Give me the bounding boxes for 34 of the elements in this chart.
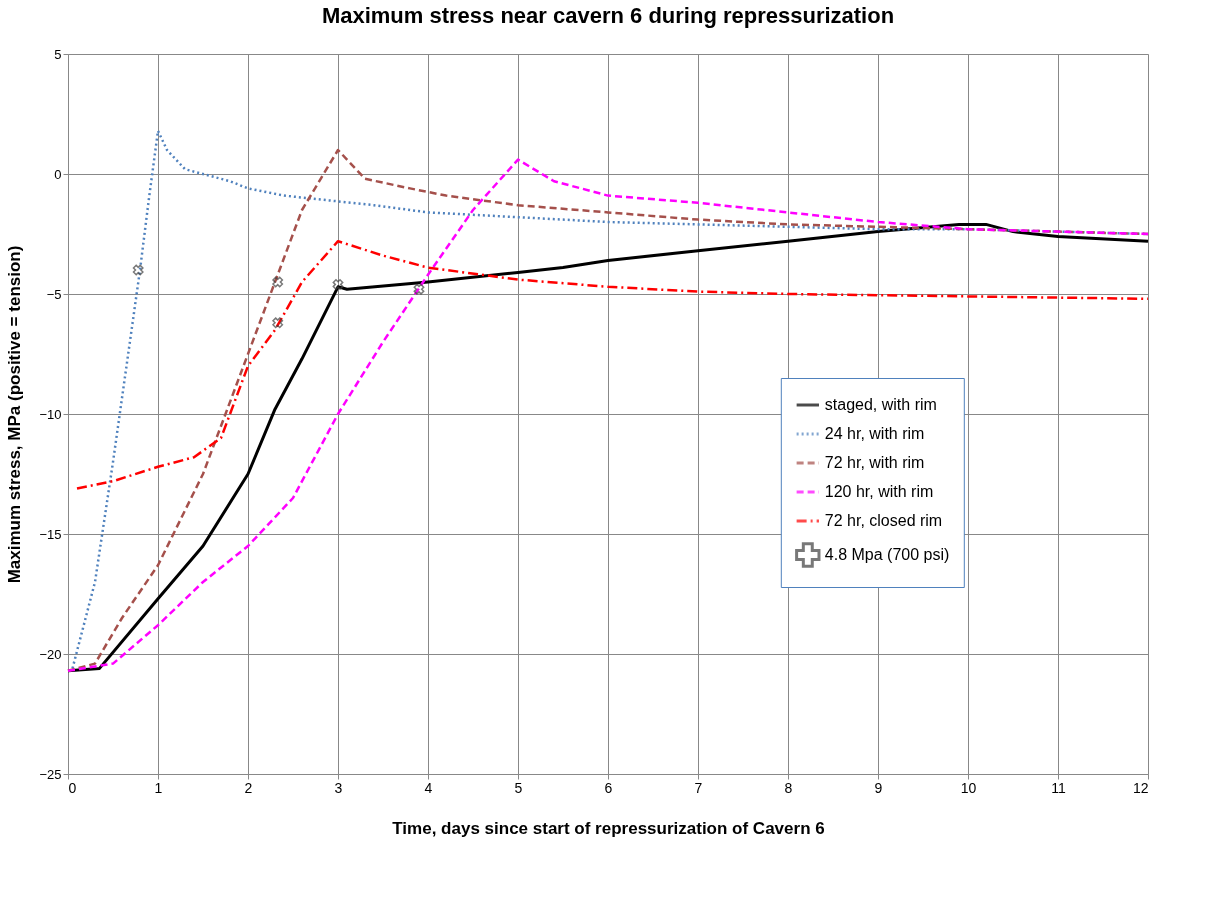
x-tick-label: 6	[604, 779, 613, 796]
y-tick-label: −15	[39, 526, 62, 542]
legend-label: 120 hr, with rim	[824, 483, 934, 500]
x-axis-title: Time, days since start of repressurization of Cavern 6	[392, 818, 825, 838]
point	[272, 276, 284, 288]
x-tick-label: 0	[68, 779, 77, 796]
x-tick-label: 9	[874, 779, 883, 796]
y-tick-label: −5	[46, 286, 62, 302]
point	[132, 264, 144, 276]
x-tick-label: 5	[514, 779, 523, 796]
point	[272, 317, 284, 329]
legend-label: 24 hr, with rim	[824, 425, 925, 442]
chart-title: Maximum stress near cavern 6 during repressurization	[321, 3, 895, 28]
x-tick-label: 10	[960, 779, 977, 796]
x-tick-label: 7	[694, 779, 703, 796]
y-tick-label: −20	[39, 646, 62, 662]
x-tick-label: 4	[424, 779, 433, 796]
legend-label: 72 hr, closed rim	[824, 512, 943, 529]
x-tick-label: 3	[334, 779, 343, 796]
y-axis-title: Maximum stress, MPa (positive = tension)	[5, 245, 25, 584]
y-tick-label: −25	[39, 766, 62, 782]
point	[332, 278, 344, 290]
x-tick-label: 12	[1132, 779, 1149, 796]
x-tick-label: 1	[154, 779, 163, 796]
legend-label: staged, with rim	[824, 396, 937, 413]
legend-label: 72 hr, with rim	[824, 454, 925, 471]
legend-label: 4.8 Mpa (700 psi)	[824, 546, 950, 563]
y-tick-label: 0	[54, 166, 62, 182]
y-tick-label: 5	[54, 46, 62, 62]
x-tick-label: 11	[1051, 779, 1066, 796]
x-tick-label: 8	[784, 779, 793, 796]
point	[413, 283, 425, 295]
x-tick-label: 2	[244, 779, 253, 796]
y-tick-label: −10	[39, 406, 62, 422]
